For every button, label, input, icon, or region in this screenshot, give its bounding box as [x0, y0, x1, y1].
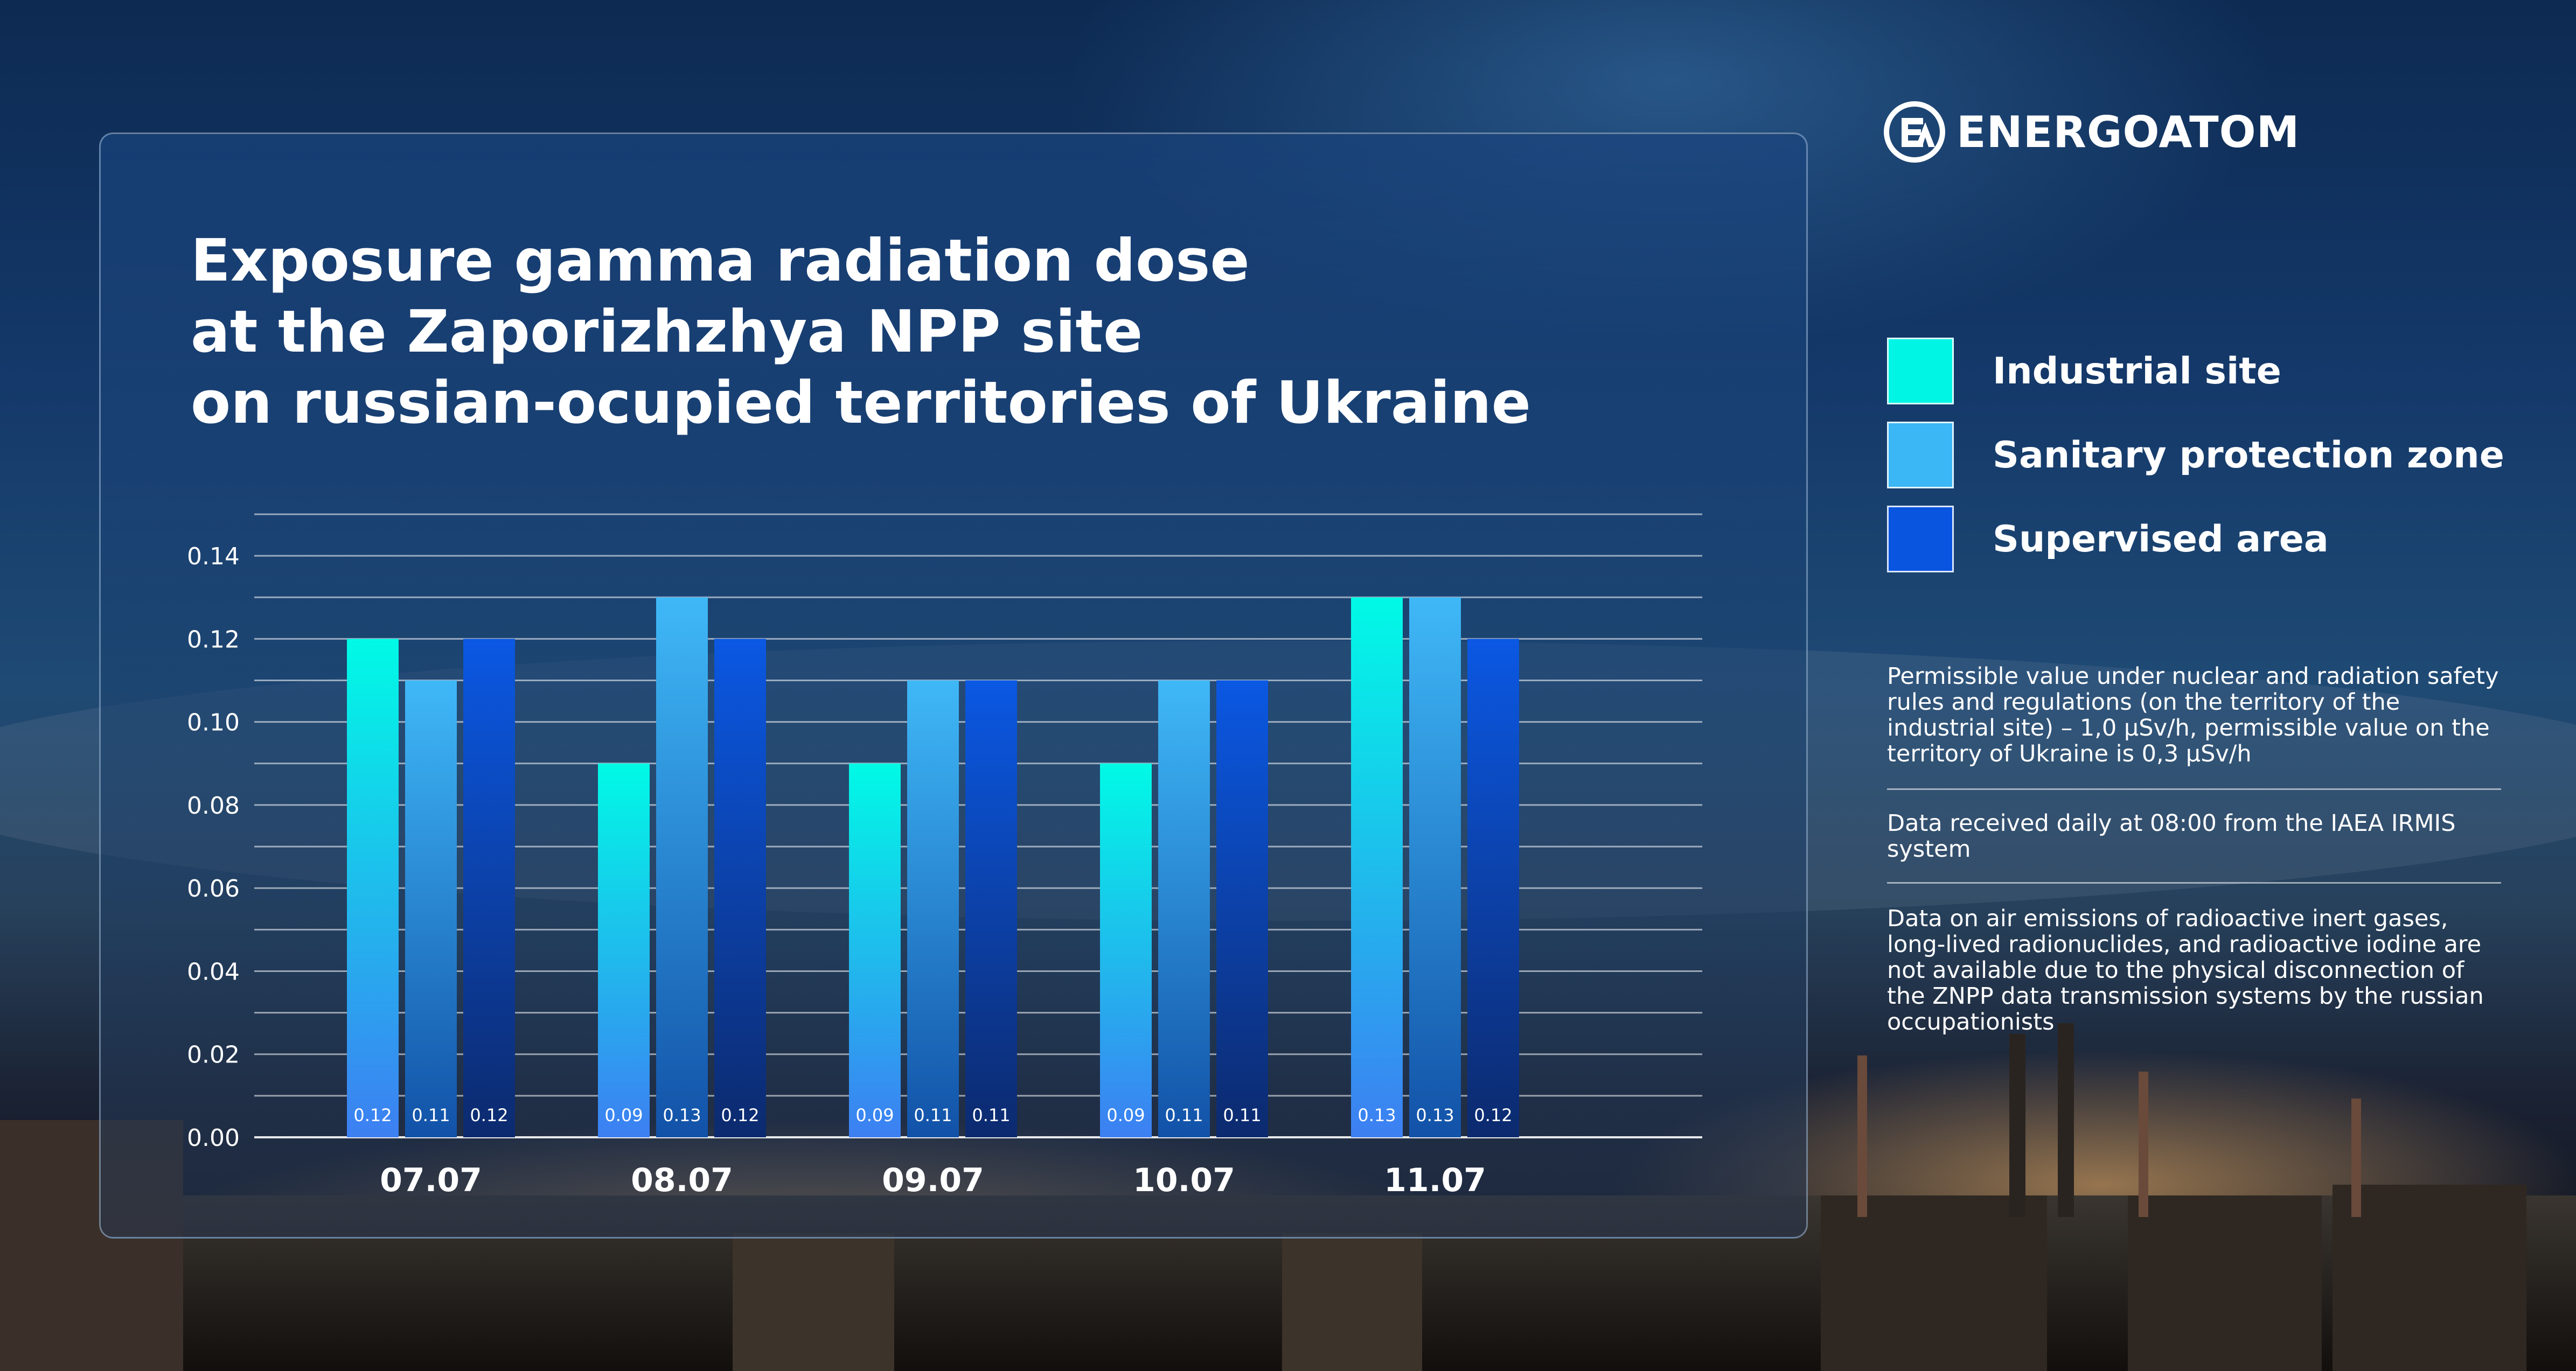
y-axis-tick-labels: 0.00 0.02 0.04 0.06 0.08 0.10 0.12 0.14: [187, 543, 240, 1152]
legend-item-industrial-site: Industrial site: [1887, 336, 2281, 406]
y-tick-label: 0.08: [187, 792, 240, 820]
y-tick-label: 0.04: [187, 958, 240, 985]
bar-value-label: 0.12: [470, 1105, 508, 1125]
y-tick-label: 0.06: [187, 875, 240, 903]
bar: [463, 639, 515, 1137]
chart-title-line-1: Exposure gamma radiation dose: [191, 227, 1250, 295]
legend-label: Industrial site: [1993, 349, 2281, 393]
bar-value-label: 0.11: [1223, 1105, 1261, 1125]
y-tick-label: 0.02: [187, 1041, 240, 1069]
bar-value-label: 0.13: [1416, 1105, 1454, 1125]
bar-value-label: 0.11: [972, 1105, 1010, 1125]
y-tick-label: 0.00: [187, 1124, 240, 1152]
y-tick-label: 0.10: [187, 709, 240, 737]
x-tick-label: 11.07: [1384, 1162, 1486, 1199]
bar-value-label: 0.09: [604, 1105, 643, 1125]
x-tick-label: 08.07: [631, 1162, 733, 1199]
bar-value-label: 0.13: [663, 1105, 701, 1125]
bar-value-label: 0.09: [855, 1105, 894, 1125]
note-permissible-value: Permissible value under nuclear and radi…: [1887, 663, 2499, 767]
legend-item-sanitary-protection-zone: Sanitary protection zone: [1887, 420, 2504, 490]
bar: [849, 763, 901, 1137]
y-tick-label: 0.12: [187, 626, 240, 653]
bar: [965, 680, 1017, 1137]
chart-title-line-3: on russian-ocupied territories of Ukrain…: [191, 369, 1531, 437]
x-tick-label: 09.07: [882, 1162, 984, 1199]
bar: [1351, 597, 1403, 1137]
bar-value-label: 0.11: [412, 1105, 450, 1125]
x-tick-label: 10.07: [1133, 1162, 1235, 1199]
bar: [714, 639, 766, 1137]
bar: [405, 680, 457, 1137]
bar-value-label: 0.11: [1165, 1105, 1203, 1125]
x-axis-tick-labels: 07.07 08.07 09.07 10.07 11.07: [380, 1162, 1486, 1199]
bar-value-label: 0.13: [1357, 1105, 1396, 1125]
bar-value-label: 0.09: [1106, 1105, 1145, 1125]
bar: [1409, 597, 1461, 1137]
energoatom-logo: ENERGOATOM: [1883, 97, 2300, 167]
energoatom-logo-icon: [1884, 101, 1945, 163]
legend-swatch: [1887, 506, 1954, 572]
y-tick-label: 0.14: [187, 543, 240, 570]
bar-value-label: 0.12: [353, 1105, 392, 1125]
bar: [1216, 680, 1268, 1137]
brand-name: ENERGOATOM: [1957, 107, 2300, 157]
bar-value-label: 0.11: [914, 1105, 952, 1125]
legend-item-supervised-area: Supervised area: [1887, 504, 2329, 574]
bar-value-label: 0.12: [721, 1105, 759, 1125]
bar-value-label: 0.12: [1474, 1105, 1512, 1125]
bar: [656, 597, 708, 1137]
chart-title-line-2: at the Zaporizhzhya NPP site: [191, 298, 1143, 366]
note-divider: [1887, 882, 2501, 884]
legend-swatch: [1887, 338, 1954, 404]
bar: [598, 763, 650, 1137]
note-data-unavailable: Data on air emissions of radioactive ine…: [1887, 905, 2484, 1036]
bars: 0.12 0.11 0.12 0.09 0.13 0.12 0.09 0.11 0.11 0.09…: [347, 597, 1519, 1137]
bar: [1158, 680, 1210, 1137]
legend-label: Supervised area: [1993, 517, 2329, 561]
note-data-source: Data received daily at 08:00 from the IA…: [1887, 810, 2456, 863]
bar: [907, 680, 959, 1137]
note-divider: [1887, 788, 2501, 790]
bar: [1100, 763, 1152, 1137]
bar: [347, 639, 399, 1137]
bar: [1467, 639, 1519, 1137]
legend-label: Sanitary protection zone: [1993, 433, 2504, 477]
legend-swatch: [1887, 422, 1954, 488]
x-tick-label: 07.07: [380, 1162, 482, 1199]
